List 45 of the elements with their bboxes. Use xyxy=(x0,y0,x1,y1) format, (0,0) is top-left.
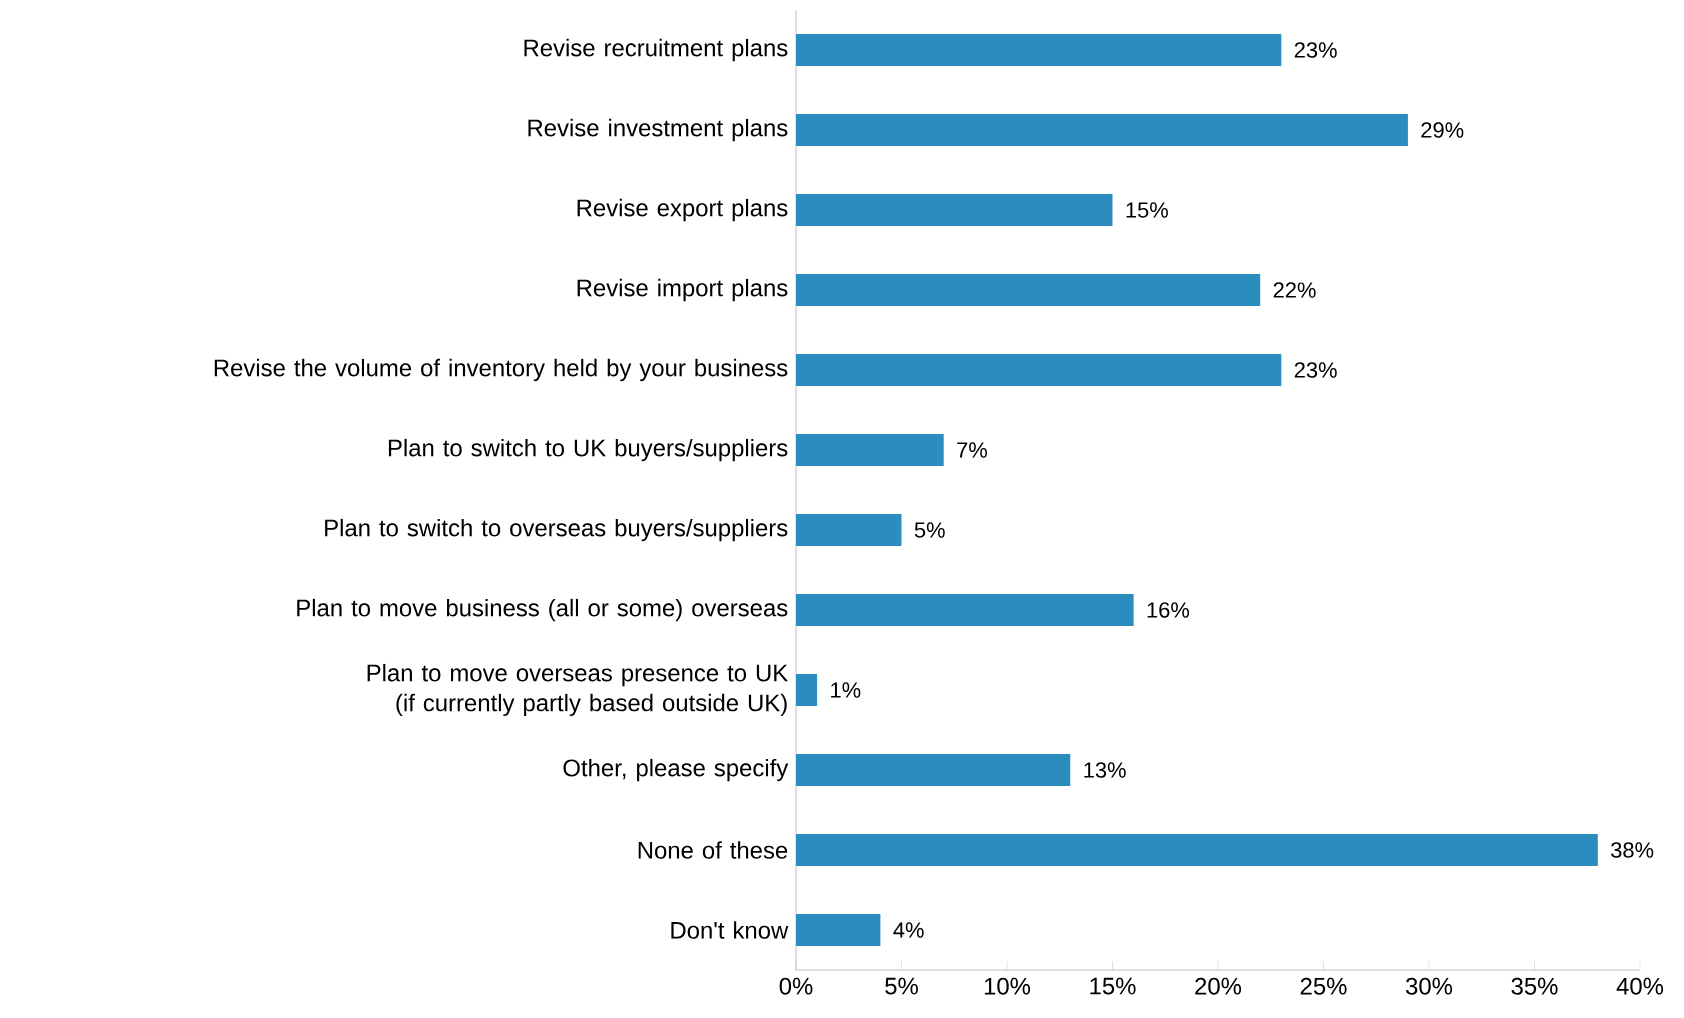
y-tick-label: Revise recruitment plans xyxy=(524,38,788,62)
x-tick-label: 5% xyxy=(885,977,918,995)
bar xyxy=(796,514,902,547)
bar xyxy=(796,354,1282,387)
bar xyxy=(796,274,1261,306)
data-label: 29% xyxy=(1421,122,1464,138)
data-label: 13% xyxy=(1084,762,1126,778)
y-tick-label: Plan to move business (all or some) overseas xyxy=(297,598,788,622)
data-label: 5% xyxy=(914,522,945,538)
x-tick-label: 20% xyxy=(1195,977,1242,995)
y-tick-label: Plan to switch to overseas buyers/suppliers xyxy=(325,518,788,542)
x-tick-label: 10% xyxy=(984,977,1031,995)
data-label: 4% xyxy=(893,922,924,938)
bar xyxy=(796,114,1408,146)
data-label: 15% xyxy=(1126,202,1168,218)
data-label: 38% xyxy=(1611,842,1654,858)
data-label: 23% xyxy=(1294,362,1337,378)
y-tick-label: Revise import plans xyxy=(577,278,788,302)
bar xyxy=(796,434,944,467)
y-tick-label: Other, please specify xyxy=(563,758,789,782)
data-label: 7% xyxy=(957,442,987,458)
y-tick-label: Revise export plans xyxy=(577,198,788,222)
data-label: 1% xyxy=(831,682,861,698)
data-label: 16% xyxy=(1147,602,1190,618)
x-tick-label: 35% xyxy=(1511,977,1558,995)
bar xyxy=(796,594,1134,627)
y-tick-label: Revise investment plans xyxy=(528,118,788,142)
y-tick-label: Plan to move overseas presence to UK (if currently partly based outside UK) xyxy=(367,663,788,717)
bar xyxy=(796,674,818,707)
x-tick-label: 30% xyxy=(1405,977,1453,995)
y-tick-label: Don't know xyxy=(671,921,789,939)
bar xyxy=(796,194,1113,226)
x-tick-label: 40% xyxy=(1616,977,1664,995)
x-tick-label: 0% xyxy=(779,977,813,995)
bar xyxy=(796,914,881,947)
x-tick-label: 25% xyxy=(1300,977,1347,995)
data-label: 22% xyxy=(1273,282,1316,298)
y-tick-label: Revise the volume of inventory held by your business xyxy=(214,358,788,382)
bar xyxy=(796,834,1598,867)
x-tick-label: 15% xyxy=(1090,977,1136,995)
bar xyxy=(796,754,1071,787)
data-label: 23% xyxy=(1294,42,1337,58)
y-tick-label: None of these xyxy=(638,841,788,859)
y-tick-label: Plan to switch to UK buyers/suppliers xyxy=(388,438,788,462)
bar xyxy=(796,34,1282,66)
